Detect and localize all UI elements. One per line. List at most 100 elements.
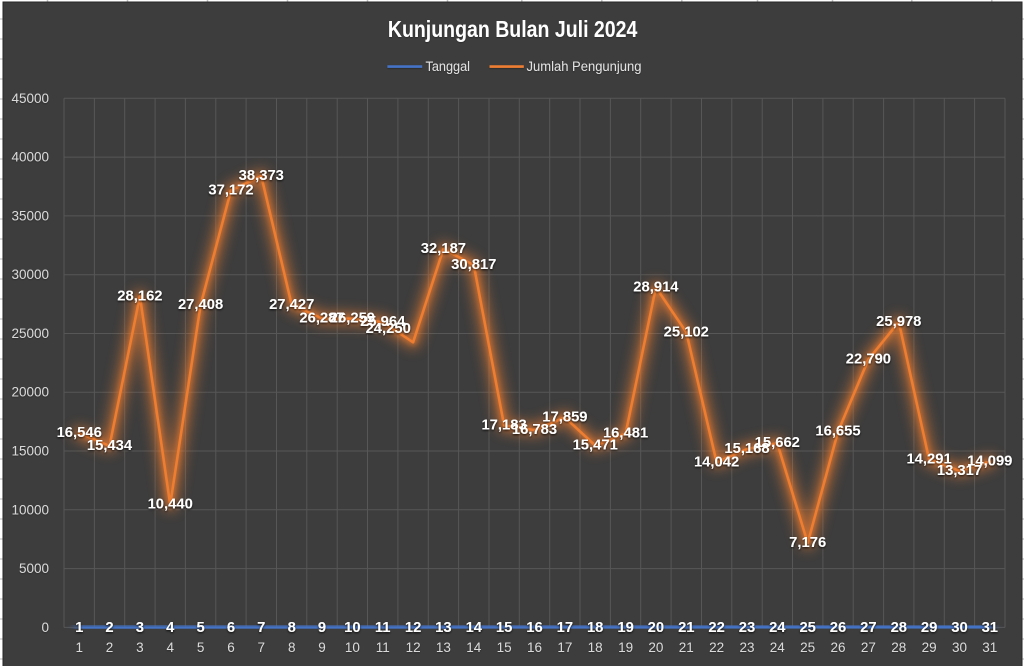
svg-text:1: 1 <box>75 640 83 655</box>
svg-text:22: 22 <box>709 640 724 655</box>
svg-text:19: 19 <box>617 620 633 636</box>
svg-text:29: 29 <box>922 640 937 655</box>
svg-text:16: 16 <box>526 620 542 636</box>
svg-text:10,440: 10,440 <box>148 497 193 513</box>
svg-text:29: 29 <box>921 620 937 636</box>
svg-text:20: 20 <box>648 620 664 636</box>
svg-text:8: 8 <box>288 640 296 655</box>
svg-text:28: 28 <box>891 620 907 636</box>
svg-text:35000: 35000 <box>11 208 49 223</box>
svg-text:15000: 15000 <box>11 444 49 459</box>
svg-text:18: 18 <box>587 620 603 636</box>
svg-text:12: 12 <box>405 620 421 636</box>
svg-text:15: 15 <box>496 620 512 636</box>
svg-text:3: 3 <box>136 620 144 636</box>
svg-text:9: 9 <box>318 620 326 636</box>
svg-text:25000: 25000 <box>11 326 49 341</box>
svg-text:3: 3 <box>136 640 144 655</box>
svg-text:26,287: 26,287 <box>299 310 344 326</box>
svg-text:32,187: 32,187 <box>421 241 466 257</box>
svg-text:17,183: 17,183 <box>481 417 526 433</box>
svg-text:30: 30 <box>951 620 967 636</box>
svg-text:6: 6 <box>227 620 235 636</box>
svg-text:2: 2 <box>105 620 113 636</box>
svg-text:9: 9 <box>318 640 326 655</box>
svg-text:25,978: 25,978 <box>876 314 921 330</box>
svg-text:5: 5 <box>197 640 205 655</box>
svg-text:30000: 30000 <box>11 267 49 282</box>
svg-text:4: 4 <box>166 640 174 655</box>
svg-text:19: 19 <box>618 640 633 655</box>
svg-text:14,042: 14,042 <box>694 454 739 470</box>
svg-text:16,546: 16,546 <box>57 425 102 441</box>
svg-text:17: 17 <box>557 620 573 636</box>
svg-text:11: 11 <box>375 620 391 636</box>
svg-text:15,168: 15,168 <box>724 441 769 457</box>
svg-text:13: 13 <box>435 620 451 636</box>
svg-text:28,162: 28,162 <box>117 288 162 304</box>
svg-text:0: 0 <box>41 620 49 635</box>
svg-text:30,817: 30,817 <box>451 257 496 273</box>
svg-text:14: 14 <box>466 620 483 636</box>
svg-text:27,408: 27,408 <box>178 297 223 313</box>
svg-text:37,172: 37,172 <box>208 182 253 198</box>
svg-text:17: 17 <box>557 640 572 655</box>
svg-text:17,859: 17,859 <box>542 409 587 425</box>
svg-text:13: 13 <box>436 640 451 655</box>
svg-text:7,176: 7,176 <box>789 535 826 551</box>
svg-text:11: 11 <box>376 640 390 655</box>
svg-text:16,655: 16,655 <box>815 424 860 440</box>
svg-text:28,914: 28,914 <box>633 279 679 295</box>
svg-text:15: 15 <box>497 640 512 655</box>
svg-text:14,291: 14,291 <box>906 451 951 467</box>
svg-text:15,434: 15,434 <box>87 438 133 454</box>
svg-text:31: 31 <box>982 640 997 655</box>
svg-text:Kunjungan Bulan Juli 2024: Kunjungan Bulan Juli 2024 <box>388 16 638 42</box>
svg-text:Tanggal: Tanggal <box>426 59 471 74</box>
svg-text:27: 27 <box>861 640 876 655</box>
svg-text:24: 24 <box>770 640 786 655</box>
svg-text:25: 25 <box>799 620 815 636</box>
svg-text:16,783: 16,783 <box>512 422 557 438</box>
svg-text:28: 28 <box>891 640 906 655</box>
svg-text:8: 8 <box>288 620 296 636</box>
svg-text:26: 26 <box>830 640 845 655</box>
svg-text:6: 6 <box>227 640 235 655</box>
svg-text:24: 24 <box>769 620 786 636</box>
svg-text:25,964: 25,964 <box>360 314 406 330</box>
svg-text:14: 14 <box>466 640 482 655</box>
svg-text:21: 21 <box>679 640 694 655</box>
svg-text:7: 7 <box>258 640 266 655</box>
svg-text:5: 5 <box>196 620 204 636</box>
svg-text:10: 10 <box>345 640 360 655</box>
svg-text:30: 30 <box>952 640 967 655</box>
svg-text:2: 2 <box>106 640 114 655</box>
svg-text:25,102: 25,102 <box>664 324 709 340</box>
svg-text:14,099: 14,099 <box>967 454 1012 470</box>
svg-text:16,481: 16,481 <box>603 426 648 442</box>
svg-text:40000: 40000 <box>11 150 49 165</box>
svg-text:4: 4 <box>166 620 175 636</box>
svg-text:22,790: 22,790 <box>846 351 891 367</box>
svg-text:20000: 20000 <box>11 385 49 400</box>
svg-text:7: 7 <box>257 620 265 636</box>
svg-text:12: 12 <box>406 640 421 655</box>
svg-text:31: 31 <box>982 620 998 636</box>
svg-text:24,250: 24,250 <box>366 321 411 337</box>
svg-text:10: 10 <box>344 620 360 636</box>
svg-text:25: 25 <box>800 640 815 655</box>
svg-text:13,317: 13,317 <box>937 463 982 479</box>
svg-text:38,373: 38,373 <box>239 168 284 184</box>
svg-text:Jumlah Pengunjung: Jumlah Pengunjung <box>527 59 642 74</box>
svg-text:15,471: 15,471 <box>573 438 618 454</box>
svg-text:18: 18 <box>588 640 603 655</box>
svg-text:5000: 5000 <box>19 561 49 576</box>
svg-text:23: 23 <box>739 620 755 636</box>
svg-text:1: 1 <box>75 620 83 636</box>
svg-text:21: 21 <box>678 620 694 636</box>
svg-text:27,427: 27,427 <box>269 297 314 313</box>
svg-text:15,662: 15,662 <box>755 435 800 451</box>
svg-text:10000: 10000 <box>11 502 49 517</box>
svg-text:22: 22 <box>708 620 724 636</box>
svg-text:20: 20 <box>648 640 663 655</box>
